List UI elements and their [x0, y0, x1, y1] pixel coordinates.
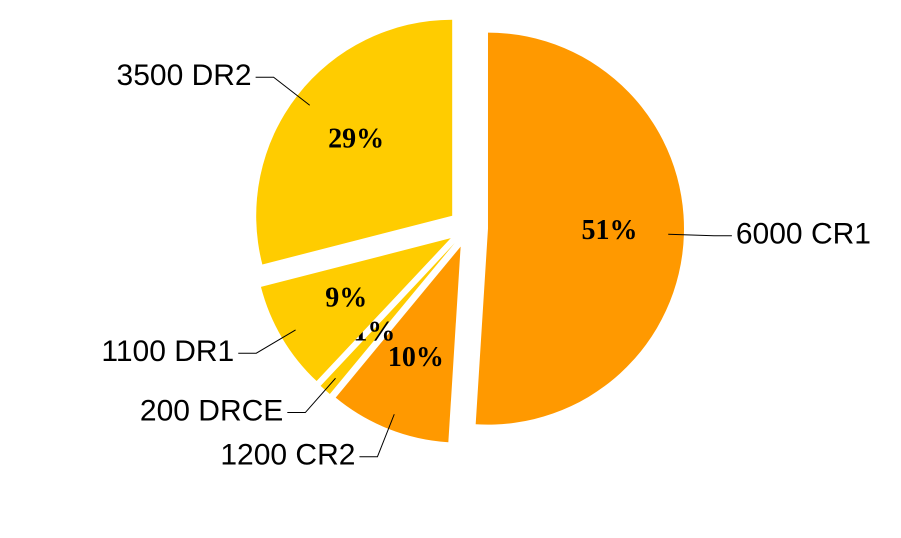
category-label: 1200 CR2: [220, 439, 355, 472]
category-label: 6000 CR1: [736, 218, 871, 251]
pie-slice: [335, 246, 461, 443]
percent-label: 9%: [325, 282, 367, 313]
category-label: 1100 DR1: [101, 335, 234, 368]
leader-line: [238, 329, 296, 354]
leader-line: [668, 233, 732, 237]
category-label: 200 DRCE: [140, 394, 283, 427]
category-label: 3500 DR2: [117, 59, 252, 92]
pie-slice: [256, 19, 453, 265]
leader-line: [359, 414, 395, 458]
percent-label: 10%: [388, 342, 444, 373]
leader-line: [255, 76, 311, 106]
pie-slice: [260, 238, 451, 382]
percent-label: 51%: [581, 215, 637, 246]
percent-label: 29%: [328, 124, 384, 155]
leader-line: [287, 377, 336, 414]
pie-slice: [320, 243, 455, 395]
pie-slice: [475, 32, 684, 425]
